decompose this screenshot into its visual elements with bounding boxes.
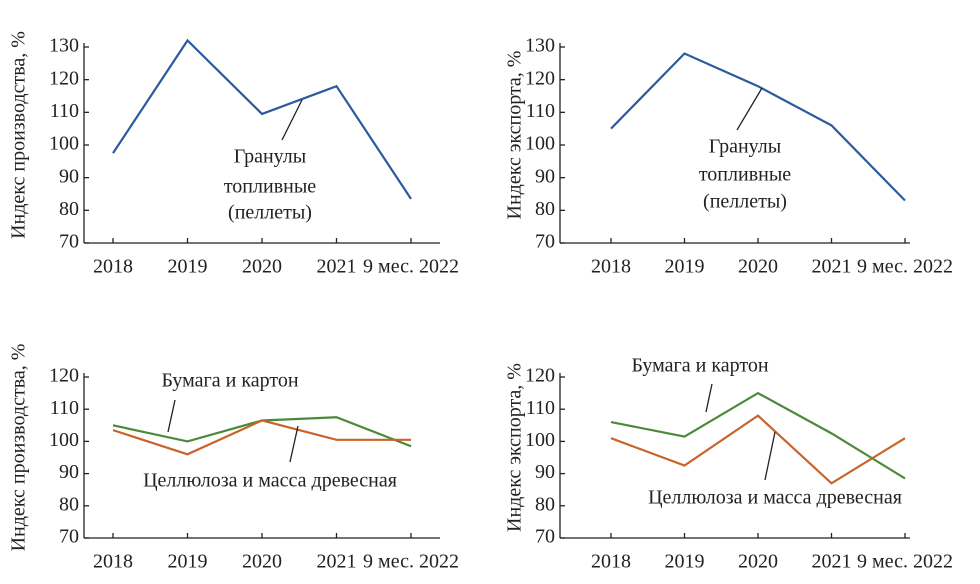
- line-series: [610, 414, 906, 485]
- series-label: Целлюлоза и масса древесная: [143, 470, 397, 492]
- x-tick-label: 2019: [168, 256, 208, 278]
- y-tick-label: 90: [535, 165, 555, 187]
- annotation: Гранулы: [234, 146, 306, 168]
- x-tick-label: 2021: [812, 256, 852, 278]
- y-tick-label: 70: [535, 526, 555, 548]
- line-series: [610, 391, 906, 480]
- y-tick-label: 110: [526, 100, 555, 122]
- y-tick-label: 80: [535, 493, 555, 515]
- series-label: Бумага и картон: [631, 355, 768, 377]
- y-tick-label: 130: [525, 35, 555, 57]
- series-label: Целлюлоза и масса древесная: [648, 487, 902, 509]
- y-tick-label: 80: [535, 198, 555, 220]
- x-tick-label: 2018: [591, 256, 631, 278]
- annotation: топливные: [224, 176, 316, 198]
- x-tick-label: 2018: [591, 551, 631, 573]
- y-axis-title: Индекс производства, %: [8, 31, 30, 239]
- y-tick-label: 70: [59, 526, 79, 548]
- x-tick-label: 2021: [317, 256, 357, 278]
- annotation: (пеллеты): [703, 191, 787, 213]
- x-tick-label: 9 мес. 2022: [857, 256, 953, 278]
- x-tick-label: 9 мес. 2022: [363, 551, 459, 573]
- leader-line: [764, 431, 776, 481]
- y-tick-label: 100: [49, 429, 79, 451]
- y-axis-title: Индекс экспорта, %: [504, 363, 526, 532]
- x-tick-label: 2020: [738, 256, 778, 278]
- series-label: Бумага и картон: [161, 370, 298, 392]
- y-tick-label: 100: [49, 133, 79, 155]
- x-tick-label: 9 мес. 2022: [363, 256, 459, 278]
- x-tick-label: 2019: [665, 256, 705, 278]
- y-tick-label: 110: [50, 100, 79, 122]
- y-tick-label: 80: [59, 493, 79, 515]
- leader-line: [167, 399, 176, 433]
- line-series: [112, 38, 412, 200]
- line-series: [112, 419, 411, 456]
- x-tick-label: 2020: [242, 256, 282, 278]
- y-tick-label: 110: [526, 397, 555, 419]
- y-axis-title: Индекс производства, %: [8, 344, 30, 552]
- y-tick-label: 80: [59, 198, 79, 220]
- y-tick-label: 110: [50, 397, 79, 419]
- x-tick-label: 2020: [738, 551, 778, 573]
- annotation: топливные: [699, 164, 791, 186]
- y-tick-label: 120: [49, 365, 79, 387]
- y-tick-label: 100: [525, 429, 555, 451]
- y-tick-label: 90: [59, 165, 79, 187]
- y-tick-label: 120: [525, 67, 555, 89]
- y-tick-label: 70: [59, 231, 79, 253]
- y-tick-label: 90: [59, 461, 79, 483]
- y-tick-label: 100: [525, 133, 555, 155]
- y-tick-label: 90: [535, 461, 555, 483]
- y-tick-label: 70: [535, 231, 555, 253]
- x-tick-label: 2021: [812, 551, 852, 573]
- x-tick-label: 2021: [317, 551, 357, 573]
- x-tick-label: 9 мес. 2022: [857, 551, 953, 573]
- y-tick-label: 120: [525, 365, 555, 387]
- x-tick-label: 2018: [93, 256, 133, 278]
- annotation: Гранулы: [709, 136, 781, 158]
- x-tick-label: 2020: [242, 551, 282, 573]
- leader-line: [736, 87, 763, 131]
- x-tick-label: 2019: [168, 551, 208, 573]
- x-tick-label: 2019: [665, 551, 705, 573]
- y-tick-label: 120: [49, 67, 79, 89]
- leader-line: [289, 425, 299, 463]
- leader-line: [281, 99, 303, 141]
- leader-line: [705, 383, 713, 413]
- y-axis-title: Индекс экспорта, %: [504, 51, 526, 220]
- line-series: [610, 52, 906, 202]
- x-tick-label: 2018: [93, 551, 133, 573]
- y-tick-label: 130: [49, 35, 79, 57]
- annotation: (пеллеты): [228, 202, 312, 224]
